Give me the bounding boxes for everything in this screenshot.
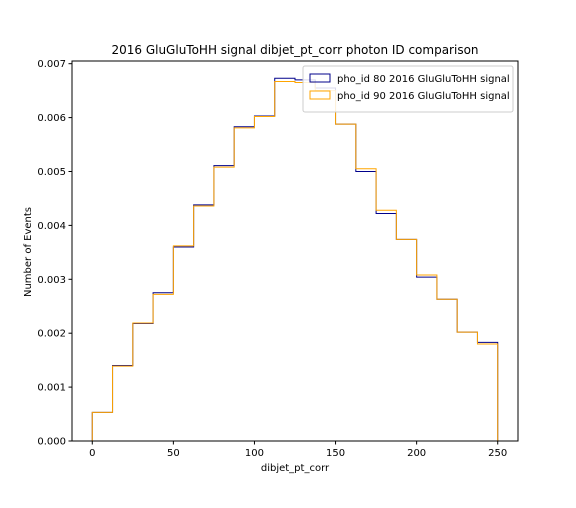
- histogram-series-2: [91, 80, 499, 441]
- y-tick-label: 0.007: [37, 59, 66, 70]
- y-tick-label: 0.006: [37, 113, 66, 124]
- x-tick-label: 0: [89, 448, 95, 459]
- x-tick-label: 50: [167, 448, 180, 459]
- y-tick-label: 0.005: [37, 167, 66, 178]
- y-tick-label: 0.004: [37, 221, 66, 232]
- legend-swatch: [309, 73, 331, 83]
- x-tick-label: 150: [326, 448, 345, 459]
- x-tick-label: 250: [488, 448, 507, 459]
- x-tick-label: 200: [407, 448, 426, 459]
- y-tick-label: 0.000: [37, 437, 66, 448]
- y-tick-label: 0.001: [37, 383, 66, 394]
- x-tick-label: 100: [245, 448, 264, 459]
- axes-frame: [71, 60, 519, 442]
- y-tick-label: 0.002: [37, 329, 66, 340]
- legend-swatch: [309, 90, 331, 100]
- axes: 0 50 100 150 200 250 0.000 0.001 0.002 0.003 0.004…: [37, 59, 519, 459]
- y-axis-label: Number of Events: [23, 207, 34, 297]
- x-axis-label: dibjet_pt_corr: [261, 463, 330, 474]
- legend-label: pho_id 90 2016 GluGluToHH signal: [337, 91, 510, 102]
- legend-label: pho_id 80 2016 GluGluToHH signal: [337, 74, 510, 85]
- legend: pho_id 80 2016 GluGluToHH signal pho_id 9…: [302, 65, 514, 113]
- chart-title: 2016 GluGluToHH signal dibjet_pt_corr ph…: [111, 43, 478, 57]
- y-tick-label: 0.003: [37, 275, 66, 286]
- legend-box: [302, 65, 514, 113]
- plot-area: [91, 77, 499, 441]
